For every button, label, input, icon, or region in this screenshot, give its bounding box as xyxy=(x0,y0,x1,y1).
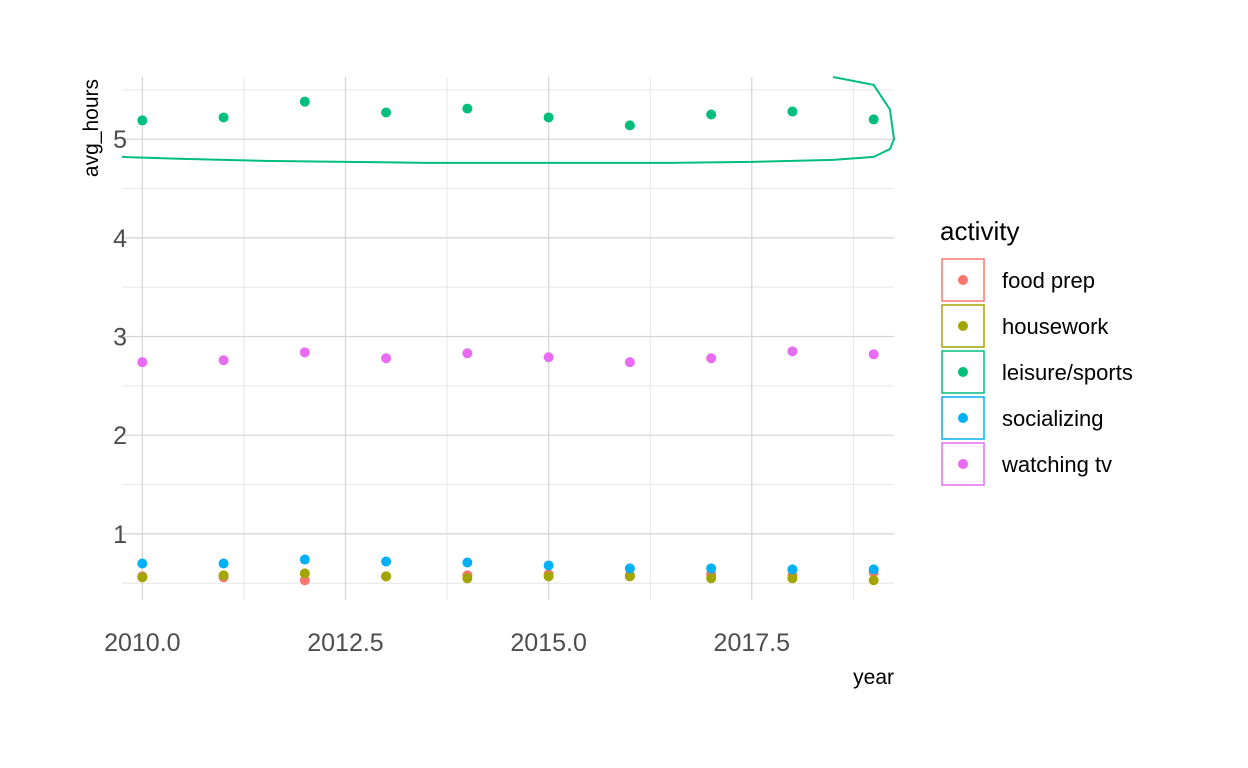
point-leisure-sports xyxy=(462,103,473,114)
legend-items: food prep housework leisure/sports socializ… xyxy=(941,258,1133,486)
point-leisure-sports xyxy=(299,96,310,107)
point-watching-tv xyxy=(868,349,879,360)
point-housework xyxy=(381,571,392,582)
point-socializing xyxy=(868,564,879,575)
point-watching-tv xyxy=(787,346,798,357)
point-watching-tv xyxy=(381,353,392,364)
point-socializing xyxy=(462,557,473,568)
y-tick-label: 2 xyxy=(113,422,127,450)
point-watching-tv xyxy=(218,355,229,366)
point-housework xyxy=(299,568,310,579)
grid-major xyxy=(122,77,894,600)
point-socializing xyxy=(218,558,229,569)
legend-label: socializing xyxy=(1002,406,1104,431)
x-tick-labels: 2010.0 2012.5 2015.0 2017.5 xyxy=(104,629,790,657)
point-watching-tv xyxy=(543,352,554,363)
point-leisure-sports xyxy=(218,112,229,123)
point-leisure-sports xyxy=(543,112,554,123)
point-leisure-sports xyxy=(624,120,635,131)
point-leisure-sports xyxy=(706,109,717,120)
y-tick-label: 4 xyxy=(113,225,127,253)
point-socializing xyxy=(299,554,310,565)
x-tick-label: 2017.5 xyxy=(714,629,790,657)
y-tick-label: 3 xyxy=(113,324,127,352)
point-housework xyxy=(787,573,798,584)
legend-key-point xyxy=(958,459,968,469)
legend-label: housework xyxy=(1002,314,1109,339)
point-housework xyxy=(868,575,879,586)
legend-key-point xyxy=(958,413,968,423)
point-housework xyxy=(218,570,229,581)
fit-line-leisure-sports xyxy=(121,76,896,164)
y-tick-labels: 1 2 3 4 5 xyxy=(113,126,127,549)
legend-label: watching tv xyxy=(1001,452,1112,477)
legend-key-point xyxy=(958,367,968,377)
x-tick-label: 2015.0 xyxy=(510,629,586,657)
point-socializing xyxy=(543,560,554,571)
point-watching-tv xyxy=(137,357,148,368)
point-socializing xyxy=(381,556,392,567)
point-leisure-sports xyxy=(137,115,148,126)
point-watching-tv xyxy=(624,357,635,368)
fit-lines xyxy=(121,76,896,164)
point-food-prep xyxy=(299,575,310,586)
y-axis-title: avg_hours xyxy=(80,79,103,177)
point-leisure-sports xyxy=(381,107,392,118)
point-socializing xyxy=(137,558,148,569)
legend: activity food prep housework leisure/sport… xyxy=(940,216,1133,486)
grid-minor xyxy=(122,77,894,600)
point-housework xyxy=(462,573,473,584)
point-housework xyxy=(543,571,554,582)
x-axis-title: year xyxy=(853,666,894,689)
point-leisure-sports xyxy=(868,114,879,125)
point-watching-tv xyxy=(299,347,310,358)
legend-label: leisure/sports xyxy=(1002,360,1133,385)
point-socializing xyxy=(706,563,717,574)
data-points xyxy=(137,96,879,586)
point-socializing xyxy=(787,564,798,575)
point-watching-tv xyxy=(462,348,473,359)
y-tick-label: 5 xyxy=(113,126,127,154)
point-watching-tv xyxy=(706,353,717,364)
x-tick-label: 2010.0 xyxy=(104,629,180,657)
point-housework xyxy=(706,573,717,584)
point-socializing xyxy=(624,563,635,574)
legend-key-point xyxy=(958,275,968,285)
point-housework xyxy=(137,572,148,583)
legend-title: activity xyxy=(940,216,1019,246)
point-housework xyxy=(624,571,635,582)
legend-key xyxy=(941,304,985,348)
legend-label: food prep xyxy=(1002,268,1095,293)
y-tick-label: 1 xyxy=(113,521,127,549)
x-tick-label: 2012.5 xyxy=(307,629,383,657)
point-leisure-sports xyxy=(787,106,798,117)
legend-key-point xyxy=(958,321,968,331)
